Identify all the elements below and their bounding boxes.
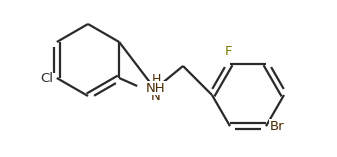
Text: H: H: [151, 73, 161, 86]
Text: F: F: [224, 45, 232, 58]
Text: Br: Br: [270, 120, 285, 133]
Text: Br: Br: [270, 120, 285, 133]
Text: N: N: [151, 90, 161, 103]
Text: Cl: Cl: [40, 71, 53, 84]
Text: NH: NH: [146, 81, 166, 95]
Text: Cl: Cl: [40, 71, 53, 84]
Text: F: F: [224, 45, 232, 58]
